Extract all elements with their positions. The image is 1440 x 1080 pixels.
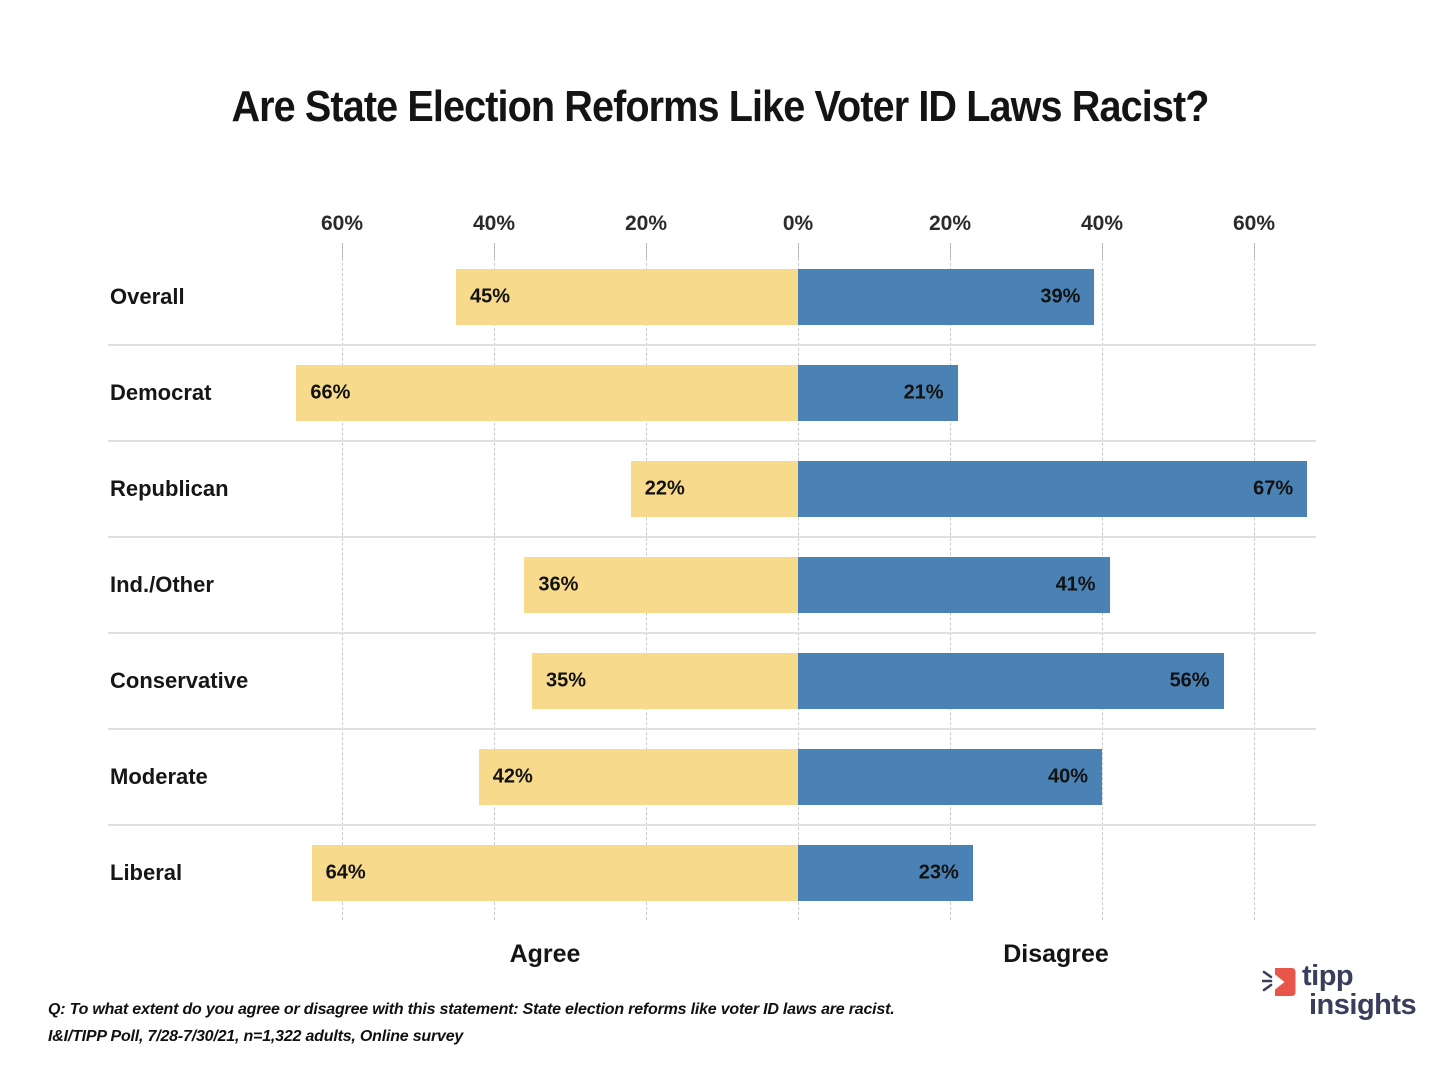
axis-tick-mark — [950, 243, 951, 258]
agree-bar: 45% — [456, 269, 799, 325]
disagree-value-label: 39% — [1040, 285, 1081, 308]
disagree-bar: 67% — [798, 461, 1308, 517]
row-separator — [108, 632, 1316, 634]
agree-value-label: 45% — [470, 285, 511, 308]
disagree-bar: 39% — [798, 269, 1095, 325]
agree-value-label: 64% — [325, 861, 366, 884]
row-separator — [108, 344, 1316, 346]
axis-tick-label: 20% — [928, 212, 972, 235]
category-label: Liberal — [110, 860, 183, 885]
row-separator — [108, 824, 1316, 826]
category-label: Conservative — [110, 668, 249, 693]
axis-tick-mark — [494, 243, 495, 258]
disagree-value-label: 40% — [1047, 765, 1088, 788]
disagree-bar: 40% — [798, 749, 1102, 805]
axis-tick-label: 60% — [320, 212, 364, 235]
disagree-value-label: 21% — [903, 381, 944, 404]
axis-tick-label: 40% — [472, 212, 516, 235]
footnote-source: I&I/TIPP Poll, 7/28-7/30/21, n=1,322 adu… — [48, 1028, 464, 1045]
agree-value-label: 36% — [538, 573, 579, 596]
axis-gridline — [494, 243, 495, 920]
row-separator — [108, 728, 1316, 730]
agree-value-label: 66% — [310, 381, 351, 404]
agree-bar: 35% — [532, 653, 799, 709]
row-separator — [108, 536, 1316, 538]
chart-title: Are State Election Reforms Like Voter ID… — [231, 82, 1209, 131]
disagree-value-label: 67% — [1253, 477, 1294, 500]
tipp-logo-mark-icon — [1262, 968, 1296, 996]
category-label: Moderate — [110, 764, 208, 789]
agree-bar: 64% — [311, 845, 799, 901]
logo-word-tipp: tipp — [1302, 960, 1354, 992]
legend-agree: Agree — [509, 940, 581, 968]
axis-tick-mark — [646, 243, 647, 258]
legend-disagree: Disagree — [1003, 940, 1109, 968]
disagree-bar: 21% — [798, 365, 958, 421]
axis-gridline — [342, 243, 343, 920]
category-label: Democrat — [110, 380, 212, 405]
axis-tick-mark — [342, 243, 343, 258]
axis-tick-label: 0% — [782, 212, 814, 235]
agree-bar: 36% — [524, 557, 799, 613]
category-label: Ind./Other — [110, 572, 214, 597]
axis-tick-label: 20% — [624, 212, 668, 235]
footnote-question: Q: To what extent do you agree or disagr… — [48, 1001, 895, 1018]
row-separator — [108, 440, 1316, 442]
disagree-bar: 23% — [798, 845, 973, 901]
axis-tick-label: 40% — [1080, 212, 1124, 235]
category-label: Overall — [110, 284, 185, 309]
agree-value-label: 42% — [492, 765, 533, 788]
disagree-value-label: 23% — [918, 861, 959, 884]
disagree-bar: 41% — [798, 557, 1110, 613]
disagree-bar: 56% — [798, 653, 1224, 709]
logo-wordmark: tipp insights — [1302, 960, 1417, 1021]
agree-bar: 42% — [478, 749, 799, 805]
logo-word-insights: insights — [1309, 989, 1417, 1021]
axis-tick-mark — [798, 243, 799, 258]
disagree-value-label: 56% — [1169, 669, 1210, 692]
agree-value-label: 22% — [644, 477, 685, 500]
axis-tick-mark — [1254, 243, 1255, 258]
axis-tick-label: 60% — [1232, 212, 1276, 235]
agree-value-label: 35% — [546, 669, 587, 692]
axis-gridline — [1254, 243, 1255, 920]
category-label: Republican — [110, 476, 229, 501]
agree-bar: 66% — [296, 365, 799, 421]
disagree-value-label: 41% — [1055, 573, 1096, 596]
axis-tick-mark — [1102, 243, 1103, 258]
agree-bar: 22% — [630, 461, 799, 517]
